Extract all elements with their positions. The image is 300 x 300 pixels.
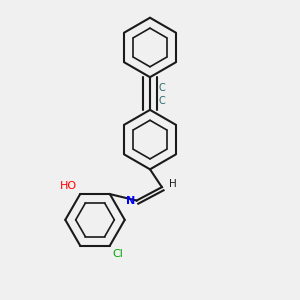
Text: H: H: [169, 179, 177, 189]
Text: C: C: [159, 96, 166, 106]
Text: N: N: [126, 196, 135, 206]
Text: HO: HO: [60, 181, 77, 191]
Text: C: C: [159, 82, 166, 93]
Text: Cl: Cl: [113, 249, 124, 259]
